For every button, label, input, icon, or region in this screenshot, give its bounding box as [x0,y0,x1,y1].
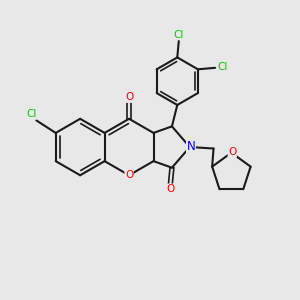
Text: Cl: Cl [26,109,37,119]
Text: Cl: Cl [218,62,228,72]
Text: Cl: Cl [174,29,184,40]
Text: N: N [187,140,195,153]
Text: O: O [125,170,133,180]
Text: O: O [125,92,133,102]
Text: O: O [166,184,175,194]
Text: O: O [228,147,236,157]
